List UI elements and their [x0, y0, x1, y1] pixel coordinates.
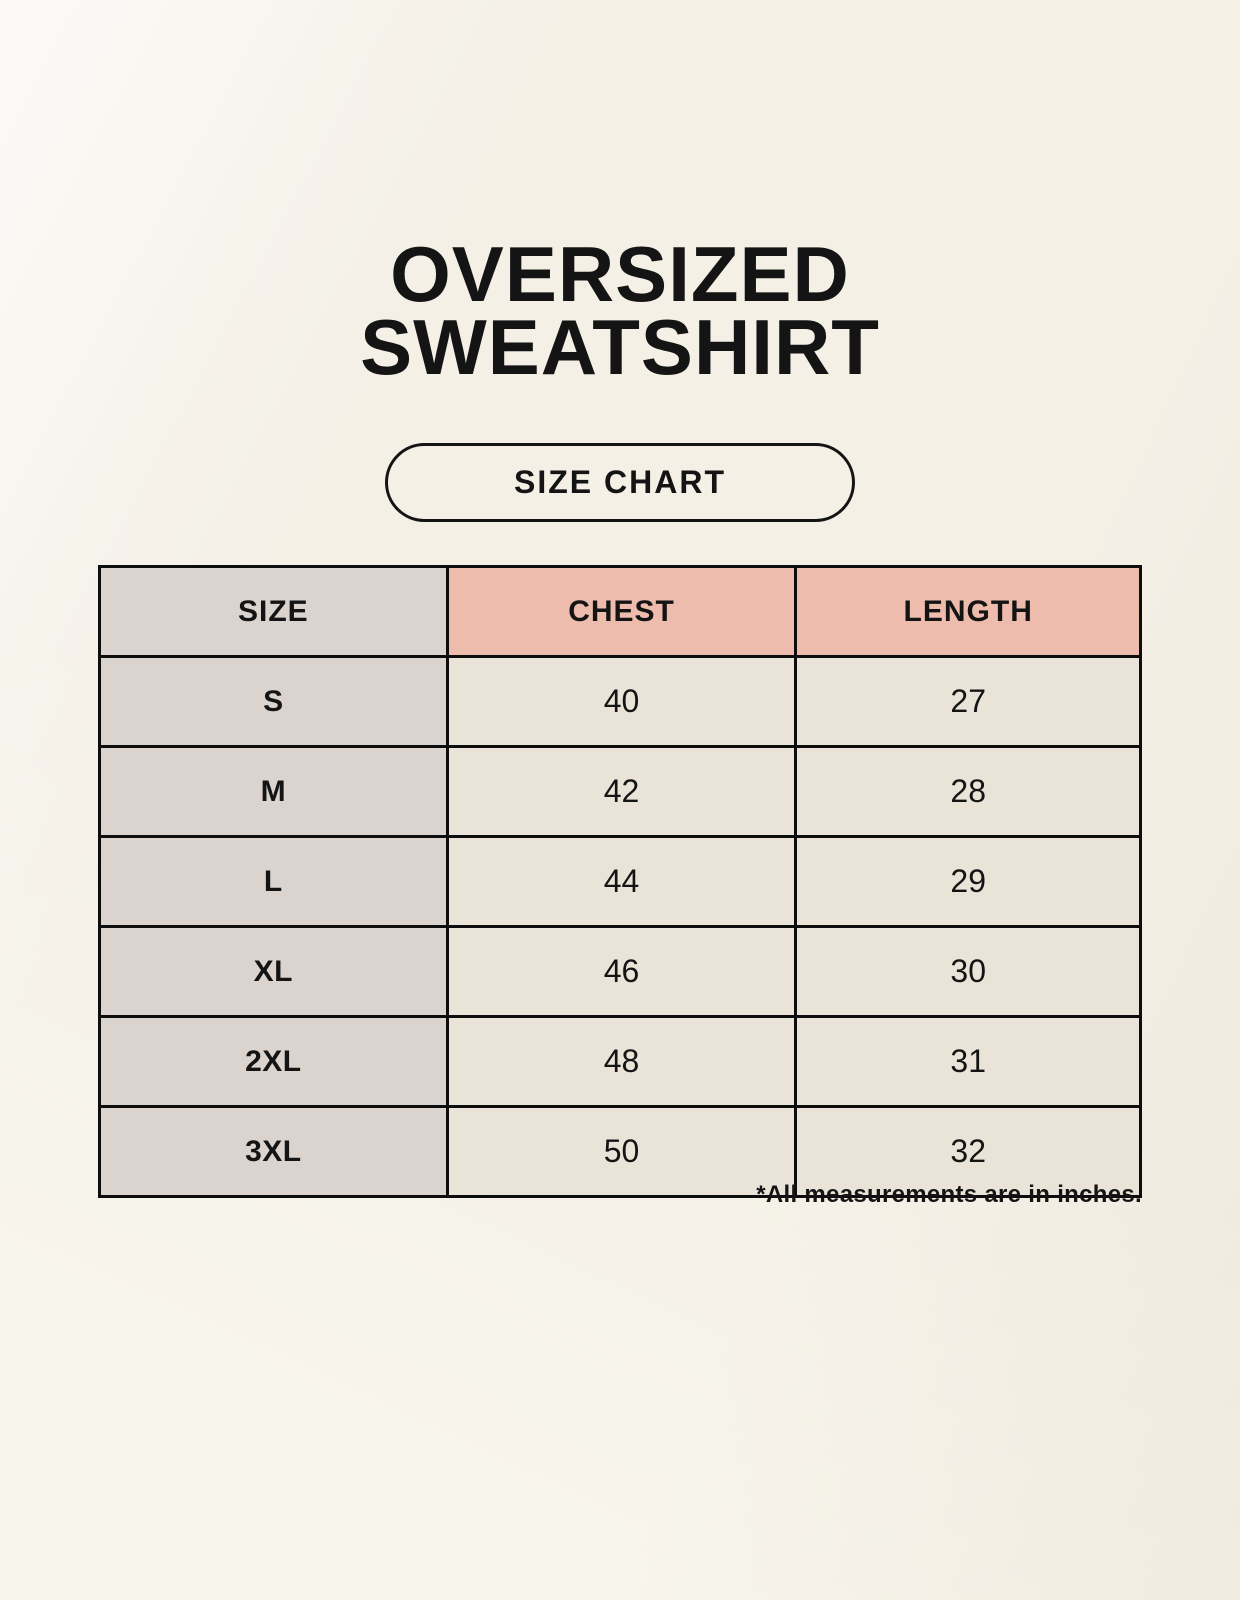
- size-label: 2XL: [98, 1015, 449, 1108]
- length-value: 28: [794, 745, 1142, 838]
- length-value: 27: [794, 655, 1142, 748]
- size-label: M: [98, 745, 449, 838]
- chest-value: 50: [445, 1105, 798, 1198]
- table-row-l: L 44 29: [98, 835, 1142, 928]
- size-chart-table: SIZE CHEST LENGTH S 40 27 M 42 28 L 44 2…: [98, 565, 1142, 1198]
- table-row-2xl: 2XL 48 31: [98, 1015, 1142, 1108]
- size-label: S: [98, 655, 449, 748]
- column-header-length: LENGTH: [794, 565, 1142, 658]
- length-value: 30: [794, 925, 1142, 1018]
- chest-value: 46: [445, 925, 798, 1018]
- length-value: 29: [794, 835, 1142, 928]
- table-row-xl: XL 46 30: [98, 925, 1142, 1018]
- table-row-s: S 40 27: [98, 655, 1142, 748]
- size-label: L: [98, 835, 449, 928]
- size-label: 3XL: [98, 1105, 449, 1198]
- length-value: 31: [794, 1015, 1142, 1108]
- chest-value: 48: [445, 1015, 798, 1108]
- page-title-line1: OVERSIZED: [390, 230, 850, 318]
- table-row-3xl: 3XL 50 32: [98, 1105, 1142, 1198]
- chest-value: 40: [445, 655, 798, 748]
- column-header-chest: CHEST: [445, 565, 798, 658]
- size-label: XL: [98, 925, 449, 1018]
- length-value: 32: [794, 1105, 1142, 1198]
- header-row: SIZE CHEST LENGTH: [98, 565, 1142, 658]
- measurements-footnote: *All measurements are in inches.: [756, 1181, 1142, 1208]
- column-header-size: SIZE: [98, 565, 449, 658]
- page-title-line2: SWEATSHIRT: [360, 303, 880, 391]
- size-chart-badge: SIZE CHART: [385, 443, 855, 522]
- chest-value: 42: [445, 745, 798, 838]
- table-row-m: M 42 28: [98, 745, 1142, 838]
- size-chart-table-body: S 40 27 M 42 28 L 44 29 XL 46 30 2XL 48 …: [98, 655, 1142, 1198]
- chest-value: 44: [445, 835, 798, 928]
- size-chart-table-header: SIZE CHEST LENGTH: [98, 565, 1142, 658]
- size-chart-badge-label: SIZE CHART: [514, 464, 726, 500]
- page-title: OVERSIZED SWEATSHIRT: [0, 230, 1240, 391]
